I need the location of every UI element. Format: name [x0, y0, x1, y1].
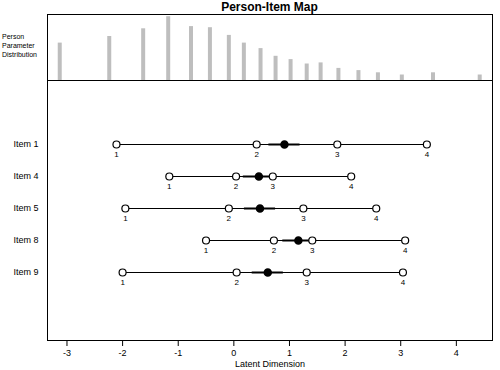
- svg-text:Item 5: Item 5: [13, 203, 38, 213]
- svg-text:Item 4: Item 4: [13, 171, 38, 181]
- html-text:Person: Person: [2, 33, 25, 40]
- svg-text:2: 2: [227, 214, 232, 223]
- svg-text:3: 3: [304, 278, 309, 287]
- svg-text:3: 3: [301, 214, 306, 223]
- svg-text:2: 2: [254, 150, 259, 159]
- svg-text:2: 2: [343, 348, 348, 358]
- svg-text:3: 3: [271, 182, 276, 191]
- svg-text:1: 1: [204, 246, 209, 255]
- svg-text:Item 8: Item 8: [13, 235, 38, 245]
- svg-text:2: 2: [272, 246, 277, 255]
- svg-text:4: 4: [403, 246, 408, 255]
- svg-text:4: 4: [374, 214, 379, 223]
- svg-text:1: 1: [287, 348, 292, 358]
- svg-text:Item 1: Item 1: [13, 139, 38, 149]
- svg-text:1: 1: [120, 278, 125, 287]
- svg-text:-2: -2: [119, 348, 127, 358]
- svg-text:-3: -3: [63, 348, 71, 358]
- svg-text:4: 4: [425, 150, 430, 159]
- html-text:Distribution: Distribution: [2, 51, 37, 58]
- svg-text:Item 9: Item 9: [13, 267, 38, 277]
- svg-text:4: 4: [401, 278, 406, 287]
- svg-text:1: 1: [114, 150, 119, 159]
- svg-text:4: 4: [454, 348, 459, 358]
- html-text:Person-Item Map: Person-Item Map: [221, 0, 318, 14]
- svg-text:Latent Dimension: Latent Dimension: [235, 359, 305, 369]
- svg-text:1: 1: [167, 182, 172, 191]
- svg-text:3: 3: [398, 348, 403, 358]
- svg-text:0: 0: [231, 348, 236, 358]
- svg-text:4: 4: [349, 182, 354, 191]
- html-text:Parameter: Parameter: [2, 42, 35, 49]
- svg-text:-1: -1: [174, 348, 182, 358]
- svg-text:1: 1: [123, 214, 128, 223]
- svg-text:3: 3: [335, 150, 340, 159]
- svg-text:2: 2: [234, 182, 239, 191]
- svg-text:3: 3: [310, 246, 315, 255]
- svg-text:2: 2: [234, 278, 239, 287]
